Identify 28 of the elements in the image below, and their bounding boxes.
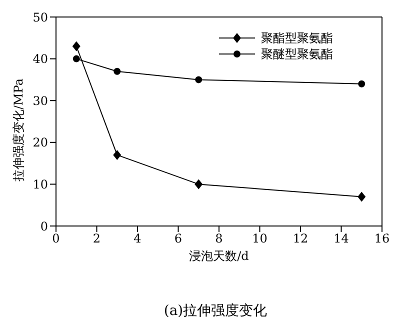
x-tick-label: 6 xyxy=(174,232,182,246)
point xyxy=(72,41,80,52)
point xyxy=(194,179,203,190)
x-tick-label: 14 xyxy=(334,232,350,246)
legend-label: 聚酯型聚氨酯 xyxy=(261,30,333,46)
y-tick-label: 20 xyxy=(32,136,48,150)
y-tick-label: 0 xyxy=(40,219,48,234)
x-axis-title: 浸泡天数/d xyxy=(189,249,250,263)
y-tick-label: 50 xyxy=(32,10,48,24)
x-tick-label: 4 xyxy=(134,232,142,246)
y-tick-label: 30 xyxy=(32,94,48,108)
legend-label: 聚醚型聚氨酯 xyxy=(261,46,333,62)
x-tick-label: 10 xyxy=(252,232,268,246)
point xyxy=(358,80,366,88)
x-tick-label: 8 xyxy=(215,232,223,246)
point xyxy=(113,150,122,160)
point xyxy=(114,68,121,75)
x-tick-label: 16 xyxy=(374,232,390,246)
y-tick-label: 10 xyxy=(32,177,48,192)
y-tick-label: 40 xyxy=(32,52,48,66)
x-tick-label: 12 xyxy=(292,232,308,246)
text: (a)拉伸强度变化 xyxy=(162,302,268,320)
x-tick-label: 2 xyxy=(92,232,101,246)
y-axis-title: 拉伸强度变化/MPa xyxy=(11,78,26,182)
point xyxy=(358,192,366,202)
x-tick-label: 0 xyxy=(52,232,60,246)
point xyxy=(72,55,80,62)
point xyxy=(195,76,202,84)
